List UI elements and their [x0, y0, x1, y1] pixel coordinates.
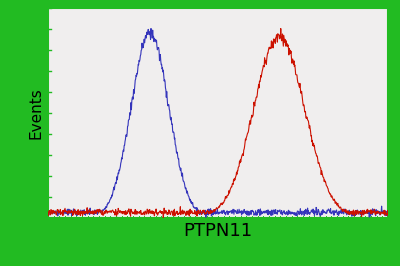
X-axis label: PTPN11: PTPN11 — [184, 222, 252, 240]
Y-axis label: Events: Events — [29, 87, 44, 139]
